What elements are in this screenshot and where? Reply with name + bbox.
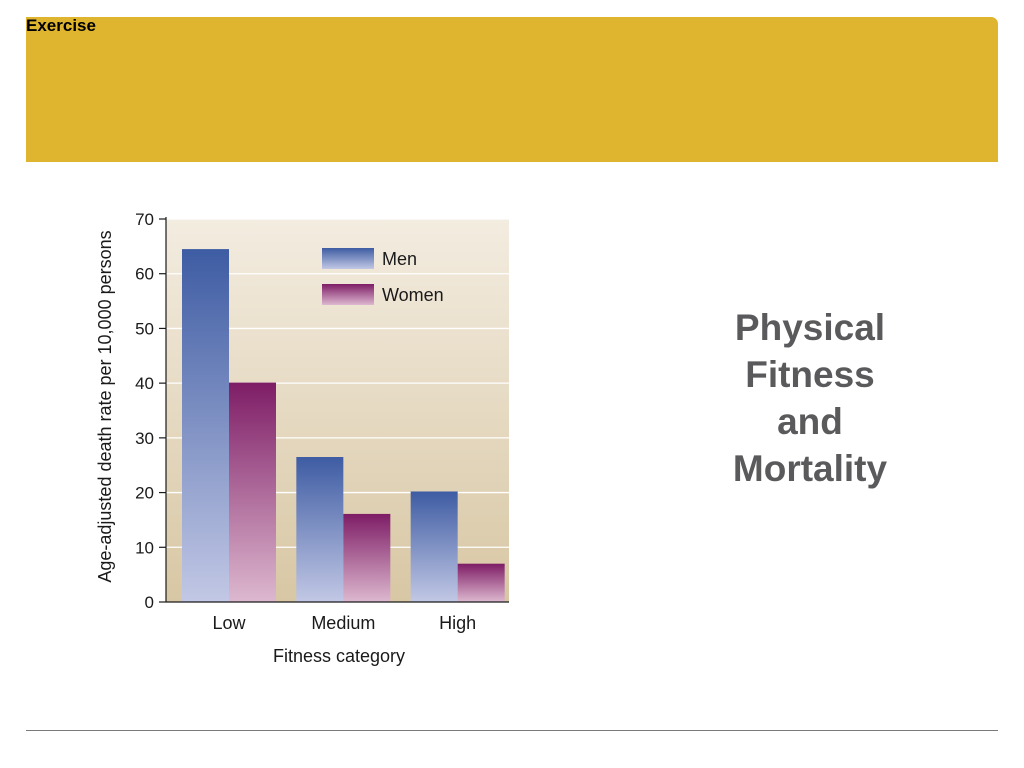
bar-men-low [182, 249, 229, 602]
legend-swatch-women [322, 284, 374, 305]
bar-men-medium [296, 457, 344, 602]
bar-chart: Men Women Low Medium High 0 10 20 30 40 50 60 70 Fit… [88, 195, 520, 670]
x-tick-label: High [439, 613, 476, 633]
y-tick-label: 30 [135, 429, 154, 448]
y-axis-title: Age-adjusted death rate per 10,000 perso… [95, 230, 115, 582]
bar-women-low [229, 382, 276, 602]
header-band [26, 17, 998, 162]
footer-rule [26, 730, 998, 731]
slide-title: Physical Fitness and Mortality [690, 304, 930, 492]
y-tick-label: 60 [135, 265, 154, 284]
y-tick-label: 40 [135, 374, 154, 393]
bar-men-high [410, 491, 458, 602]
title-line-1: Physical [734, 307, 886, 348]
y-tick-label: 50 [135, 319, 154, 338]
x-axis-title: Fitness category [273, 646, 405, 666]
x-tick-label: Medium [311, 613, 375, 633]
title-line-3: and [777, 401, 843, 442]
y-tick-label: 10 [135, 538, 154, 557]
bar-women-high [457, 563, 505, 602]
section-label: Exercise [26, 16, 96, 35]
y-tick-label: 20 [135, 484, 154, 503]
y-tick-label: 70 [135, 210, 154, 229]
bar-women-medium [343, 513, 391, 602]
title-line-2: Fitness [745, 354, 875, 395]
title-line-4: Mortality [732, 448, 888, 489]
legend-swatch-men [322, 248, 374, 269]
x-tick-label: Low [212, 613, 246, 633]
legend-label-women: Women [382, 285, 444, 305]
chart-svg: Men Women Low Medium High 0 10 20 30 40 50 60 70 Fit… [95, 210, 509, 666]
y-tick-label: 0 [145, 593, 154, 612]
legend-label-men: Men [382, 249, 417, 269]
